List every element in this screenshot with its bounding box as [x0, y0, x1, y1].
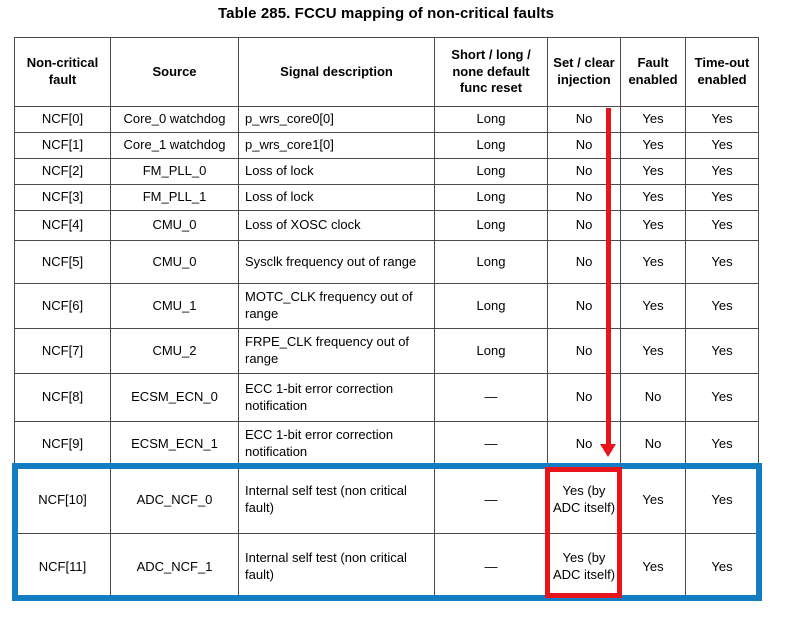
table-cell: Yes — [685, 421, 759, 467]
table-cell: Yes — [620, 240, 686, 284]
table-cell: p_wrs_core1[0] — [238, 132, 435, 159]
table-row: NCF[2] FM_PLL_0 Loss of lock Long No Yes Yes — [14, 158, 759, 185]
column-header: Set / clear injection — [547, 37, 621, 107]
table-cell: CMU_0 — [110, 240, 239, 284]
column-header: Fault enabled — [620, 37, 686, 107]
table-row: NCF[9] ECSM_ECN_1 ECC 1-bit error correcti… — [14, 421, 759, 467]
table-cell: Yes — [685, 106, 759, 133]
table-row: NCF[5] CMU_0 Sysclk frequency out of range… — [14, 240, 759, 284]
table-cell: Loss of XOSC clock — [238, 210, 435, 241]
red-highlight-box — [545, 467, 622, 598]
table-title: Table 285. FCCU mapping of non-critical … — [217, 5, 555, 22]
table-row: NCF[0] Core_0 watchdog p_wrs_core0[0] Long N… — [14, 106, 759, 133]
table-cell: NCF[7] — [14, 328, 111, 374]
table-cell: ECC 1-bit error correction notification — [238, 373, 435, 422]
table-cell: Yes — [620, 283, 686, 329]
table-cell: ADC_NCF_0 — [110, 466, 239, 534]
table-cell: Long — [434, 210, 548, 241]
table-cell: ECSM_ECN_0 — [110, 373, 239, 422]
table-row: NCF[11] ADC_NCF_1 Internal self test (non … — [14, 533, 759, 601]
table-cell: Internal self test (non critical fault) — [238, 466, 435, 534]
table-cell: NCF[6] — [14, 283, 111, 329]
table-body: NCF[0] Core_0 watchdog p_wrs_core0[0] Long N… — [14, 106, 759, 601]
table-cell: FRPE_CLK frequency out of range — [238, 328, 435, 374]
table-cell: Core_0 watchdog — [110, 106, 239, 133]
table-cell: Yes — [620, 210, 686, 241]
table-cell: MOTC_CLK frequency out of range — [238, 283, 435, 329]
table-cell: Yes — [620, 132, 686, 159]
table-cell: NCF[2] — [14, 158, 111, 185]
table-cell: Yes — [685, 132, 759, 159]
table-cell: NCF[5] — [14, 240, 111, 284]
table-cell: p_wrs_core0[0] — [238, 106, 435, 133]
table-cell: Yes — [620, 158, 686, 185]
table-cell: Yes — [685, 283, 759, 329]
table-cell: ADC_NCF_1 — [110, 533, 239, 601]
arrow-shaft — [606, 108, 611, 446]
table-cell: Long — [434, 283, 548, 329]
table-cell: Yes — [685, 184, 759, 211]
table-cell: NCF[1] — [14, 132, 111, 159]
table-cell: NCF[0] — [14, 106, 111, 133]
table-cell: — — [434, 421, 548, 467]
table-cell: Yes — [620, 106, 686, 133]
table-cell: Yes (by ADC itself) — [547, 466, 621, 534]
table-cell: Long — [434, 240, 548, 284]
table-cell: ECC 1-bit error correction notification — [238, 421, 435, 467]
column-header: Non-critical fault — [14, 37, 111, 107]
table-row: NCF[3] FM_PLL_1 Loss of lock Long No Yes Yes — [14, 184, 759, 211]
table-cell: Yes (by ADC itself) — [547, 533, 621, 601]
table-cell: Yes — [685, 328, 759, 374]
fccu-fault-table-wrapper: Non-critical fault Source Signal descripti… — [14, 37, 759, 601]
table-cell: CMU_2 — [110, 328, 239, 374]
table-cell: No — [620, 421, 686, 467]
blue-highlight-box — [12, 463, 762, 601]
table-cell: Long — [434, 184, 548, 211]
red-down-arrow — [598, 108, 618, 457]
table-cell: ECSM_ECN_1 — [110, 421, 239, 467]
table-cell: CMU_0 — [110, 210, 239, 241]
table-cell: FM_PLL_0 — [110, 158, 239, 185]
table-cell: Long — [434, 106, 548, 133]
table-cell: Yes — [685, 466, 759, 534]
column-header: Short / long / none default func reset — [434, 37, 548, 107]
table-cell: Sysclk frequency out of range — [238, 240, 435, 284]
table-cell: Loss of lock — [238, 158, 435, 185]
table-row: NCF[6] CMU_1 MOTC_CLK frequency out of ran… — [14, 283, 759, 329]
table-cell: Yes — [685, 533, 759, 601]
table-cell: NCF[3] — [14, 184, 111, 211]
arrow-head-icon — [600, 444, 616, 457]
column-header: Source — [110, 37, 239, 107]
table-cell: — — [434, 373, 548, 422]
table-row: NCF[8] ECSM_ECN_0 ECC 1-bit error correcti… — [14, 373, 759, 422]
table-cell: Long — [434, 132, 548, 159]
fccu-fault-table: Non-critical fault Source Signal descripti… — [14, 37, 759, 601]
table-cell: FM_PLL_1 — [110, 184, 239, 211]
table-cell: Loss of lock — [238, 184, 435, 211]
table-cell: Yes — [685, 240, 759, 284]
table-cell: Yes — [620, 466, 686, 534]
table-row: NCF[10] ADC_NCF_0 Internal self test (non … — [14, 466, 759, 534]
table-cell: Yes — [620, 184, 686, 211]
table-cell: Yes — [620, 328, 686, 374]
table-cell: Yes — [685, 373, 759, 422]
table-row: NCF[1] Core_1 watchdog p_wrs_core1[0] Long N… — [14, 132, 759, 159]
header-row: Non-critical fault Source Signal descripti… — [14, 37, 759, 107]
column-header: Time-out enabled — [685, 37, 759, 107]
table-cell: NCF[8] — [14, 373, 111, 422]
table-cell: NCF[4] — [14, 210, 111, 241]
table-cell: Yes — [685, 210, 759, 241]
table-row: NCF[7] CMU_2 FRPE_CLK frequency out of ran… — [14, 328, 759, 374]
table-row: NCF[4] CMU_0 Loss of XOSC clock Long No Yes Ye… — [14, 210, 759, 241]
table-cell: Core_1 watchdog — [110, 132, 239, 159]
table-cell: CMU_1 — [110, 283, 239, 329]
table-cell: Yes — [685, 158, 759, 185]
table-cell: Long — [434, 328, 548, 374]
table-cell: No — [620, 373, 686, 422]
column-header: Signal description — [238, 37, 435, 107]
table-cell: NCF[9] — [14, 421, 111, 467]
table-cell: Long — [434, 158, 548, 185]
table-cell: Internal self test (non critical fault) — [238, 533, 435, 601]
